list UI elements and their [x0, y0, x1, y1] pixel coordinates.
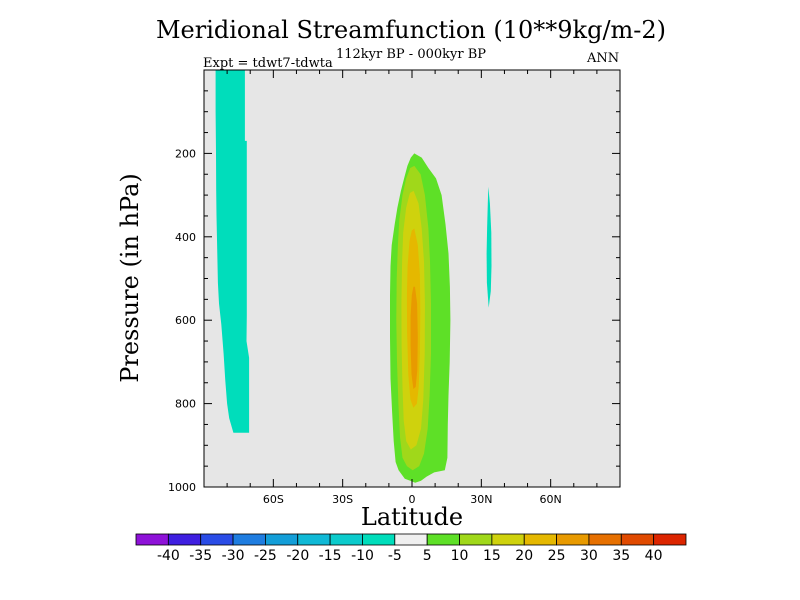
- y-tick-label: 800: [175, 398, 196, 411]
- colorbar-label: 5: [423, 548, 432, 564]
- colorbar-swatch: [588, 533, 622, 546]
- season-label: ANN: [587, 51, 620, 66]
- colorbar-swatch: [653, 533, 687, 546]
- colorbar-swatch: [491, 533, 525, 546]
- colorbar-label: 30: [580, 548, 598, 564]
- x-tick-label: 30S: [332, 493, 353, 506]
- colorbar-swatch: [362, 533, 396, 546]
- colorbar-label: 15: [483, 548, 501, 564]
- colorbar-swatch: [167, 533, 202, 546]
- colorbar-label: -40: [157, 548, 180, 564]
- x-tick-label: 0: [409, 493, 416, 506]
- colorbar-swatch: [459, 533, 493, 546]
- colorbar-swatch: [426, 533, 460, 546]
- plot-frame: [203, 69, 621, 488]
- colorbar-label: -15: [319, 548, 342, 564]
- colorbar-label: -20: [286, 548, 309, 564]
- colorbar-swatch: [232, 533, 266, 546]
- colorbar-swatch: [394, 533, 428, 546]
- colorbar-label: 10: [451, 548, 469, 564]
- colorbar-swatch: [620, 533, 655, 546]
- northern-negative-patch: [486, 186, 492, 308]
- y-tick-label: 600: [175, 314, 196, 327]
- x-tick-label: 60N: [540, 493, 562, 506]
- colorbar-swatch: [200, 533, 234, 546]
- colorbar-label: -35: [189, 548, 212, 564]
- axis-ticks: 60S 30S 0 30N 60N 200 400 600 800 1000: [168, 70, 620, 506]
- colorbar-swatch: [135, 533, 169, 546]
- y-tick-label: 200: [175, 147, 196, 160]
- experiment-label: Expt = tdwt7-tdwta: [203, 56, 333, 71]
- colorbar-label: 35: [612, 548, 630, 564]
- contour-regions: [215, 70, 492, 483]
- colorbar-label: -30: [222, 548, 245, 564]
- colorbar: -40 -35 -30 -25 -20 -15 -10 -5 5 10 15 20 25 30 35 40: [135, 533, 687, 564]
- colorbar-label: -25: [254, 548, 277, 564]
- y-axis-label: Pressure (in hPa): [116, 173, 144, 383]
- colorbar-swatch: [265, 533, 299, 546]
- southern-negative-cell: [215, 70, 250, 433]
- y-tick-label: 1000: [168, 481, 196, 494]
- colorbar-label: 40: [645, 548, 663, 564]
- x-tick-label: 30N: [470, 493, 492, 506]
- colorbar-label: 25: [548, 548, 566, 564]
- colorbar-swatch: [329, 533, 363, 546]
- colorbar-label: -10: [351, 548, 374, 564]
- colorbar-label: 20: [515, 548, 533, 564]
- colorbar-swatch: [556, 533, 590, 546]
- colorbar-label: -5: [388, 548, 402, 564]
- tropical-cell-25-30: [410, 286, 418, 389]
- x-axis-label: Latitude: [360, 503, 464, 531]
- chart-subtitle: 112kyr BP - 000kyr BP: [335, 47, 487, 62]
- y-tick-label: 400: [175, 231, 196, 244]
- x-tick-label: 60S: [263, 493, 284, 506]
- colorbar-swatch: [523, 533, 557, 546]
- chart-title: Meridional Streamfunction (10**9kg/m-2): [155, 16, 667, 44]
- colorbar-swatch: [297, 533, 331, 546]
